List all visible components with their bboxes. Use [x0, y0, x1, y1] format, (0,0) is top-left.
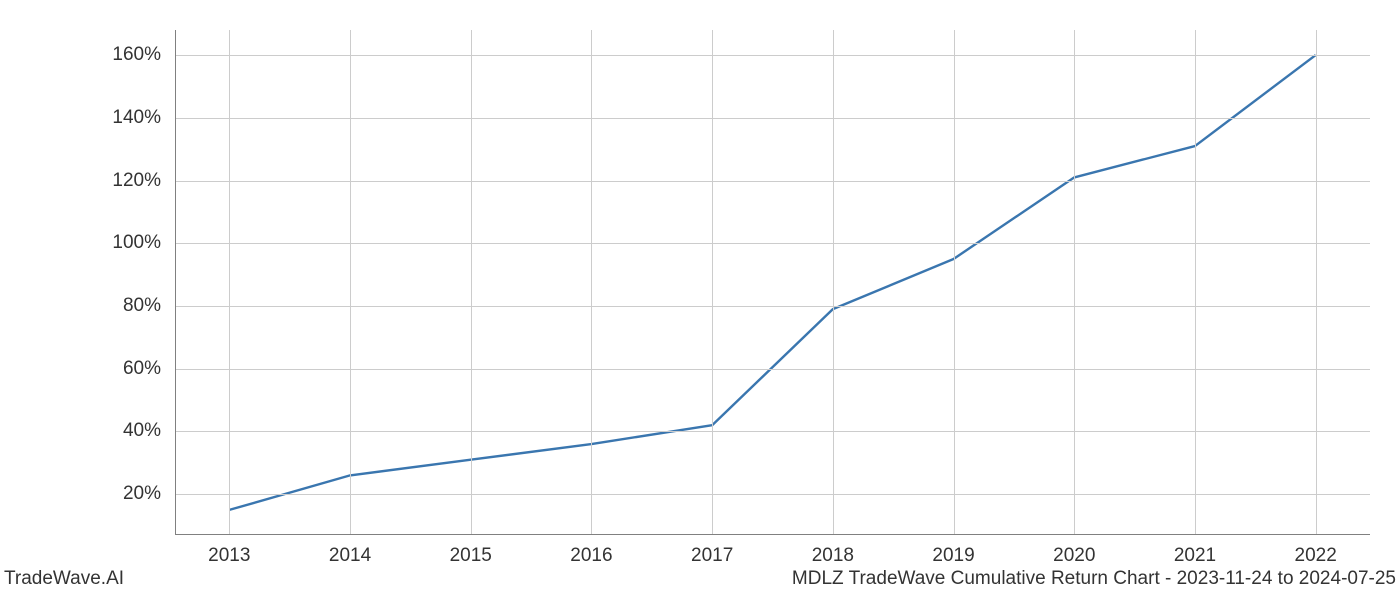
y-tick-label: 80%	[123, 295, 161, 317]
grid-line-vertical	[1316, 30, 1317, 535]
grid-line-vertical	[833, 30, 834, 535]
x-tick-label: 2015	[450, 545, 492, 567]
grid-line-horizontal	[175, 369, 1370, 370]
y-tick-label: 20%	[123, 483, 161, 505]
grid-line-vertical	[591, 30, 592, 535]
axis-spine-bottom	[175, 534, 1370, 535]
y-tick-label: 160%	[112, 44, 161, 66]
grid-line-vertical	[1074, 30, 1075, 535]
x-tick-label: 2022	[1295, 545, 1337, 567]
footer-caption: MDLZ TradeWave Cumulative Return Chart -…	[792, 568, 1396, 590]
plot-area: 2013201420152016201720182019202020212022…	[175, 30, 1370, 535]
grid-line-horizontal	[175, 431, 1370, 432]
x-tick-label: 2014	[329, 545, 371, 567]
footer-brand: TradeWave.AI	[4, 568, 124, 590]
x-tick-label: 2018	[812, 545, 854, 567]
y-tick-label: 140%	[112, 107, 161, 129]
grid-line-horizontal	[175, 181, 1370, 182]
grid-line-vertical	[954, 30, 955, 535]
grid-line-vertical	[712, 30, 713, 535]
y-tick-label: 120%	[112, 170, 161, 192]
y-tick-label: 60%	[123, 358, 161, 380]
grid-line-horizontal	[175, 118, 1370, 119]
grid-line-horizontal	[175, 55, 1370, 56]
grid-line-horizontal	[175, 243, 1370, 244]
grid-line-vertical	[350, 30, 351, 535]
grid-line-horizontal	[175, 306, 1370, 307]
chart-container: 2013 2014 2015 2016 2017 2018 2019 2020 2021 2022…	[0, 0, 1400, 600]
cumulative-return-line	[229, 55, 1315, 510]
x-tick-label: 2017	[691, 545, 733, 567]
axis-spine-left	[175, 30, 176, 535]
x-tick-label: 2013	[208, 545, 250, 567]
line-series	[175, 30, 1370, 535]
y-tick-label: 40%	[123, 420, 161, 442]
y-tick-label: 100%	[112, 232, 161, 254]
grid-line-vertical	[229, 30, 230, 535]
grid-line-vertical	[471, 30, 472, 535]
grid-line-vertical	[1195, 30, 1196, 535]
x-tick-label: 2016	[570, 545, 612, 567]
x-tick-label: 2020	[1053, 545, 1095, 567]
x-tick-label: 2019	[932, 545, 974, 567]
x-tick-label: 2021	[1174, 545, 1216, 567]
grid-line-horizontal	[175, 494, 1370, 495]
